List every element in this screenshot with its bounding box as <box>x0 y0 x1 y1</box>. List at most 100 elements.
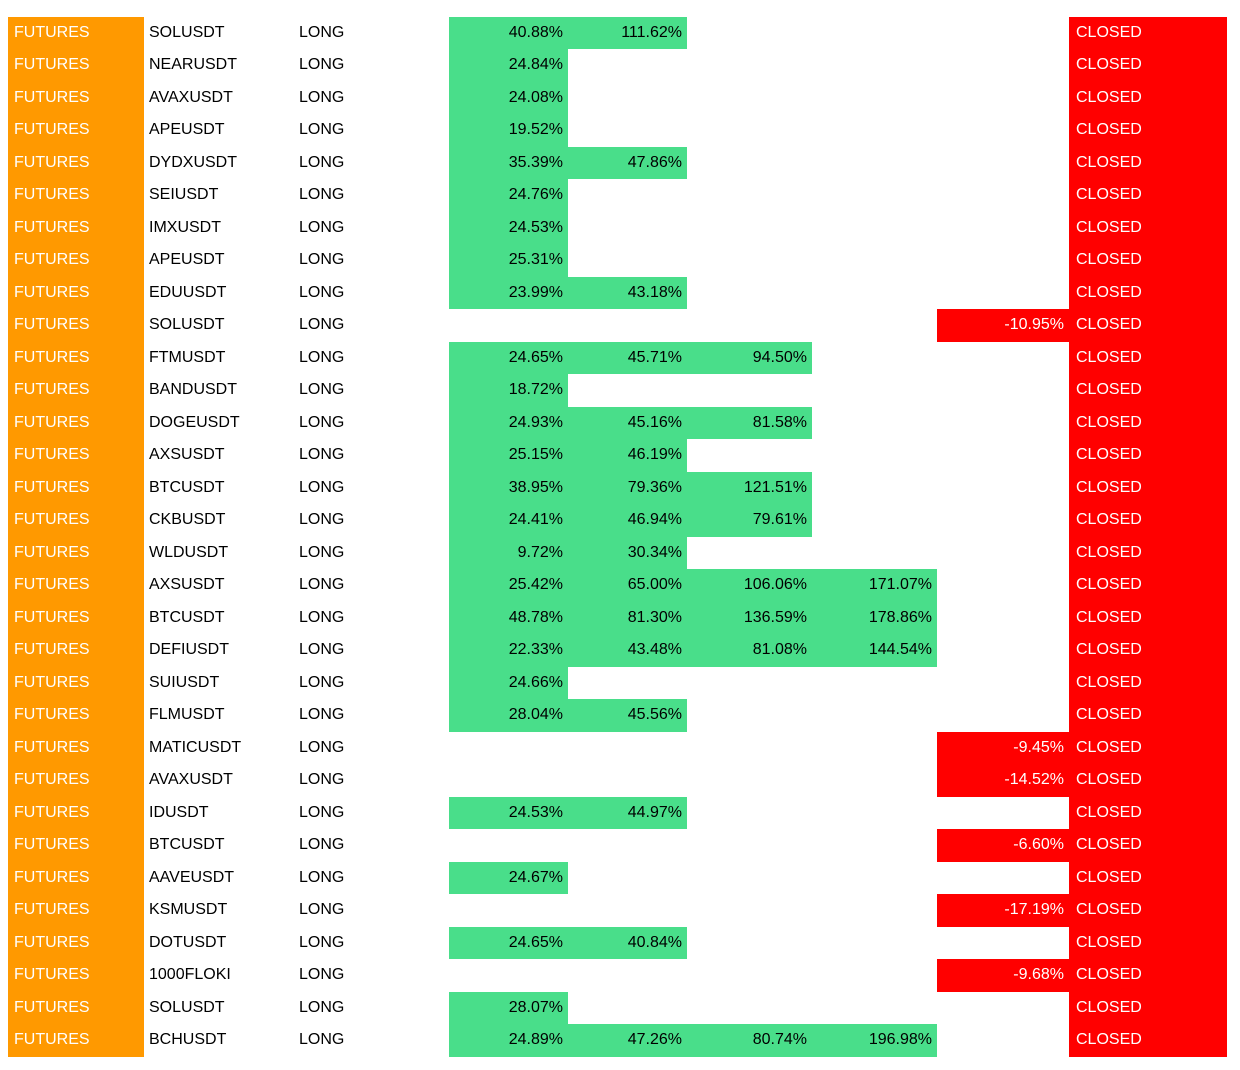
side-cell: LONG <box>299 576 345 593</box>
status-cell: CLOSED <box>1069 991 1227 1024</box>
status-cell: CLOSED <box>1069 244 1227 277</box>
take-profit-3-cell <box>687 17 812 50</box>
table-row: FUTURES NEARUSDT LONG 24.84% CLOSED <box>0 49 1240 82</box>
market-type-cell: FUTURES <box>8 179 144 212</box>
side-cell: LONG <box>299 868 345 886</box>
take-profit-4-cell <box>812 667 937 700</box>
status-cell: CLOSED <box>1069 504 1227 537</box>
symbol-cell: AVAXUSDT <box>149 771 233 788</box>
take-profit-2-cell: 79.36% <box>568 471 687 504</box>
side-cell: LONG <box>299 251 345 268</box>
side-cell: LONG <box>299 56 345 73</box>
take-profit-4-cell <box>812 732 937 765</box>
market-type-cell: FUTURES <box>8 211 144 244</box>
take-profit-2-cell: 81.30% <box>568 601 687 634</box>
take-profit-4-cell <box>812 894 937 927</box>
status-cell: CLOSED <box>1069 894 1227 927</box>
take-profit-1-cell <box>449 894 568 927</box>
market-type-cell: FUTURES <box>8 536 144 569</box>
take-profit-1-cell <box>449 764 568 797</box>
table-row: FUTURES FLMUSDT LONG 28.04% 45.56% CLOSED <box>0 699 1240 732</box>
status-cell: CLOSED <box>1069 374 1227 407</box>
symbol-cell: BTCUSDT <box>149 608 225 626</box>
side-cell: LONG <box>299 283 345 301</box>
side-cell: LONG <box>299 413 345 431</box>
stop-loss-cell <box>937 699 1069 732</box>
take-profit-2-cell: 40.84% <box>568 926 687 959</box>
take-profit-2-cell: 44.97% <box>568 796 687 829</box>
take-profit-1-cell: 24.67% <box>449 861 568 894</box>
stop-loss-cell <box>937 244 1069 277</box>
take-profit-2-cell: 30.34% <box>568 536 687 569</box>
take-profit-2-cell: 111.62% <box>568 16 687 49</box>
stop-loss-cell <box>937 862 1069 895</box>
take-profit-2-cell <box>568 829 687 862</box>
take-profit-4-cell <box>812 797 937 830</box>
side-cell: LONG <box>299 966 345 983</box>
stop-loss-cell <box>937 49 1069 82</box>
market-type-cell: FUTURES <box>8 1024 144 1057</box>
side-cell: LONG <box>299 933 345 951</box>
stop-loss-cell <box>937 82 1069 115</box>
take-profit-3-cell <box>687 829 812 862</box>
market-type-cell: FUTURES <box>8 861 144 894</box>
stop-loss-cell <box>937 374 1069 407</box>
take-profit-4-cell <box>812 374 937 407</box>
status-cell: CLOSED <box>1069 341 1227 374</box>
stop-loss-cell <box>937 602 1069 635</box>
table-row: FUTURES SEIUSDT LONG 24.76% CLOSED <box>0 179 1240 212</box>
take-profit-1-cell: 28.04% <box>449 699 568 732</box>
take-profit-1-cell: 24.66% <box>449 666 568 699</box>
market-type-cell: FUTURES <box>8 666 144 699</box>
take-profit-1-cell: 35.39% <box>449 146 568 179</box>
stop-loss-cell <box>937 212 1069 245</box>
symbol-cell: SOLUSDT <box>149 23 225 41</box>
take-profit-1-cell: 24.65% <box>449 341 568 374</box>
market-type-cell: FUTURES <box>8 374 144 407</box>
take-profit-4-cell <box>812 829 937 862</box>
symbol-cell: DEFIUSDT <box>149 641 229 658</box>
take-profit-4-cell: 171.07% <box>812 569 937 602</box>
take-profit-1-cell: 19.52% <box>449 114 568 147</box>
table-row: FUTURES MATICUSDT LONG -9.45% CLOSED <box>0 731 1240 765</box>
table-row: FUTURES KSMUSDT LONG -17.19% CLOSED <box>0 894 1240 927</box>
table-row: FUTURES AVAXUSDT LONG 24.08% CLOSED <box>0 81 1240 115</box>
status-cell: CLOSED <box>1069 81 1227 114</box>
stop-loss-cell <box>937 504 1069 537</box>
take-profit-1-cell: 48.78% <box>449 601 568 634</box>
stop-loss-cell: -14.52% <box>937 764 1069 797</box>
market-type-cell: FUTURES <box>8 601 144 634</box>
take-profit-1-cell: 23.99% <box>449 276 568 309</box>
stop-loss-cell <box>937 569 1069 602</box>
take-profit-1-cell: 24.93% <box>449 406 568 439</box>
take-profit-1-cell: 24.84% <box>449 49 568 82</box>
symbol-cell: WLDUSDT <box>149 543 229 561</box>
take-profit-2-cell: 65.00% <box>568 569 687 602</box>
market-type-cell: FUTURES <box>8 569 144 602</box>
symbol-cell: CKBUSDT <box>149 511 226 528</box>
symbol-cell: 1000FLOKI <box>149 966 231 983</box>
table-row: FUTURES AVAXUSDT LONG -14.52% CLOSED <box>0 764 1240 797</box>
side-cell: LONG <box>299 901 345 918</box>
take-profit-2-cell <box>568 49 687 82</box>
status-cell: CLOSED <box>1069 276 1227 309</box>
table-row: FUTURES BANDUSDT LONG 18.72% CLOSED <box>0 374 1240 407</box>
take-profit-2-cell <box>568 82 687 115</box>
stop-loss-cell <box>937 147 1069 180</box>
side-cell: LONG <box>299 218 345 236</box>
take-profit-1-cell: 24.76% <box>449 179 568 212</box>
side-cell: LONG <box>299 771 345 788</box>
status-cell: CLOSED <box>1069 439 1227 472</box>
take-profit-2-cell <box>568 959 687 992</box>
take-profit-1-cell: 25.15% <box>449 439 568 472</box>
status-cell: CLOSED <box>1069 959 1227 992</box>
take-profit-3-cell: 81.08% <box>687 634 812 667</box>
side-cell: LONG <box>299 511 345 528</box>
take-profit-2-cell <box>568 862 687 895</box>
market-type-cell: FUTURES <box>8 634 144 667</box>
take-profit-4-cell <box>812 49 937 82</box>
table-row: FUTURES BCHUSDT LONG 24.89% 47.26% 80.74% 196.… <box>0 1024 1240 1057</box>
market-type-cell: FUTURES <box>8 471 144 504</box>
stop-loss-cell <box>937 277 1069 310</box>
take-profit-3-cell <box>687 49 812 82</box>
